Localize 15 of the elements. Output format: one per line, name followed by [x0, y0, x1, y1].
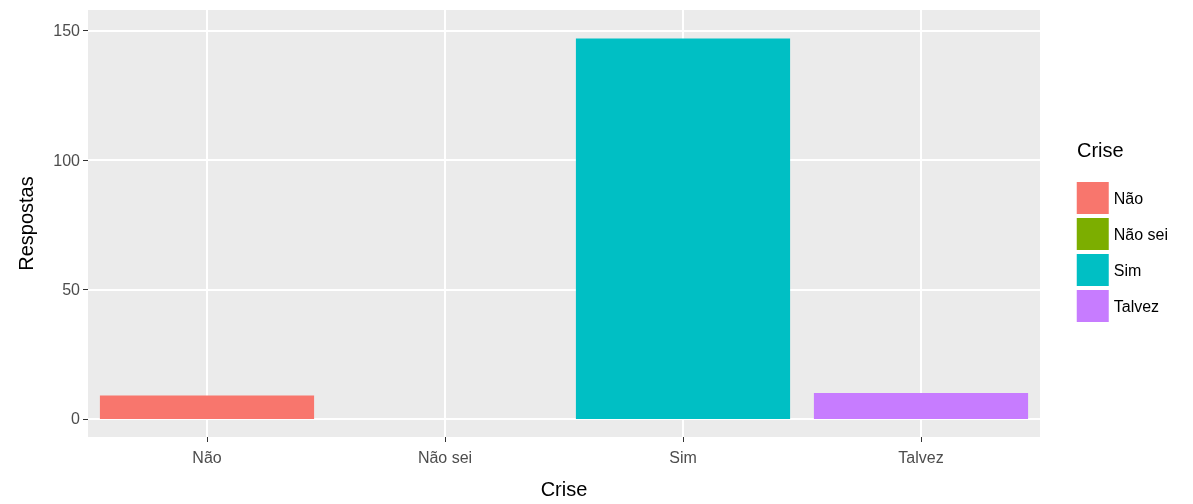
legend-label: Não: [1113, 189, 1144, 207]
legend-title: Crise: [1077, 139, 1124, 161]
legend-label: Não sei: [1113, 225, 1168, 243]
y-tick-label: 100: [53, 151, 81, 169]
x-axis-title: Crise: [540, 478, 588, 500]
y-tick-label: 0: [71, 410, 81, 428]
legend-label: Sim: [1113, 261, 1142, 279]
y-axis-title: Respostas: [15, 176, 37, 271]
x-tick-label: Sim: [669, 448, 697, 466]
x-tick-label: Não sei: [417, 448, 473, 466]
y-tick-label: 50: [62, 280, 81, 298]
x-tick-label: Talvez: [898, 448, 944, 466]
x-tick-label: Não: [192, 448, 222, 466]
legend-label: Talvez: [1113, 297, 1160, 315]
y-tick-label: 150: [53, 22, 81, 40]
